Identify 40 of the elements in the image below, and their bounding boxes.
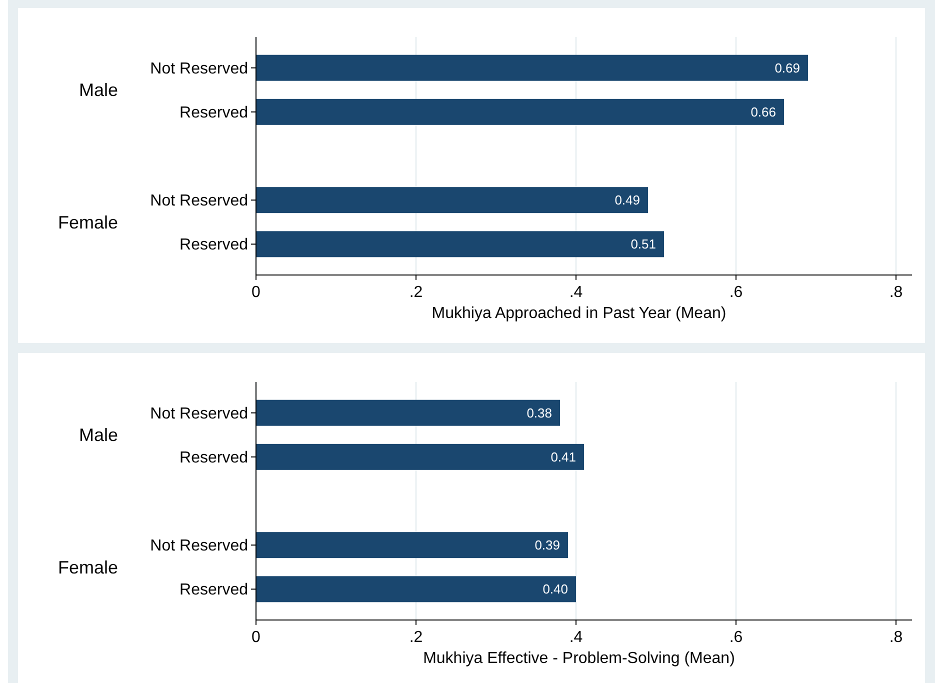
x-tick-label: .4 xyxy=(569,284,583,301)
x-tick-label: .8 xyxy=(889,284,903,301)
text: Male xyxy=(78,80,118,100)
bar xyxy=(256,187,648,214)
data-label: 0.39 xyxy=(534,538,560,553)
bar xyxy=(256,54,808,81)
data-label: 0.66 xyxy=(750,104,776,120)
x-tick-label: .6 xyxy=(729,629,743,646)
data-label: 0.69 xyxy=(774,60,800,76)
text: Female xyxy=(58,212,118,232)
y-tick-label: Reserved xyxy=(180,236,248,254)
data-label: 0.40 xyxy=(542,582,568,597)
text: Male xyxy=(78,425,118,446)
x-axis-title: Mukhiya Effective - Problem-Solving (Mean) xyxy=(423,650,735,667)
x-tick-label: .6 xyxy=(729,284,743,301)
data-label: 0.51 xyxy=(630,236,656,252)
x-tick-label: .2 xyxy=(409,284,423,301)
data-label: 0.41 xyxy=(550,449,576,464)
x-axis-title: Mukhiya Approached in Past Year (Mean) xyxy=(432,305,726,322)
y-tick-label: Not Reserved xyxy=(150,192,248,210)
bar xyxy=(256,231,664,258)
x-tick-label: 0 xyxy=(252,629,261,646)
bar xyxy=(256,576,576,602)
y-tick-label: Not Reserved xyxy=(150,538,248,555)
bar xyxy=(256,444,584,470)
x-tick-label: .4 xyxy=(569,629,583,646)
bar xyxy=(256,98,784,125)
data-label: 0.38 xyxy=(526,405,552,420)
data-label: 0.49 xyxy=(614,192,640,208)
x-tick-label: 0 xyxy=(252,284,261,301)
bar xyxy=(256,400,560,426)
x-tick-label: .8 xyxy=(889,629,903,646)
y-tick-label: Reserved xyxy=(180,582,248,599)
x-tick-label: .2 xyxy=(409,629,423,646)
y-tick-label: Not Reserved xyxy=(150,60,248,78)
text: Female xyxy=(58,557,118,578)
y-tick-label: Reserved xyxy=(180,450,248,467)
bar xyxy=(256,532,568,558)
y-tick-label: Not Reserved xyxy=(150,405,248,422)
y-tick-label: Reserved xyxy=(180,104,248,122)
